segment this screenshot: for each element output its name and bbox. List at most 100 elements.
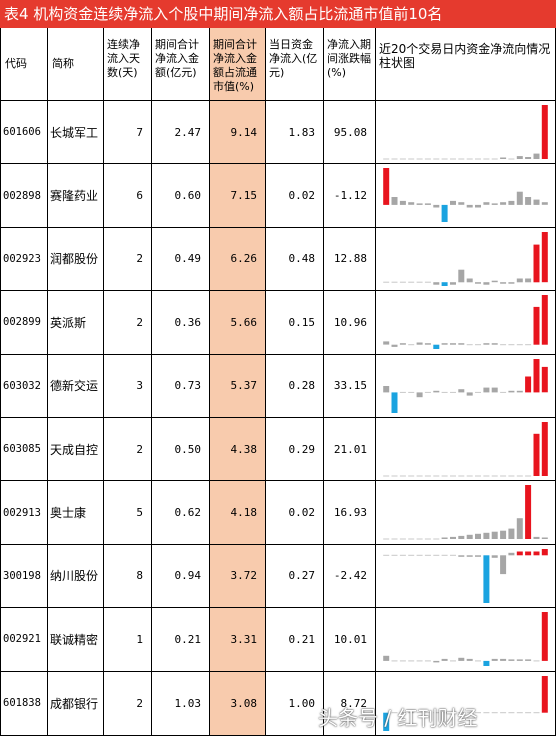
- header-code: 代码: [0, 28, 48, 101]
- flow-bar: [441, 711, 448, 713]
- flow-bar: [433, 205, 440, 208]
- flow-bar: [416, 660, 423, 662]
- flow-bar: [399, 391, 406, 393]
- flow-bar: [450, 343, 456, 345]
- cell-flow-chart: [376, 291, 556, 355]
- flow-bar: [391, 554, 398, 556]
- flow-bar: [533, 153, 540, 159]
- flow-bar: [408, 660, 415, 662]
- flow-bar: [433, 661, 440, 663]
- flow-bar: [466, 555, 473, 557]
- flow-bar: [424, 660, 431, 662]
- flow-bar-chart: [383, 295, 548, 350]
- flow-bar: [408, 344, 415, 346]
- flow-bar: [408, 711, 415, 713]
- flow-bar: [491, 158, 498, 160]
- flow-bar-chart: [383, 675, 548, 731]
- cell-name: 德新交运: [48, 354, 104, 418]
- flow-bar: [458, 657, 465, 662]
- flow-bar: [450, 158, 456, 160]
- cell-pct: 4.18: [210, 481, 266, 545]
- flow-bar: [491, 532, 498, 540]
- flow-bar: [391, 391, 398, 413]
- flow-bar: [416, 554, 423, 556]
- flow-bar: [508, 659, 515, 662]
- flow-bar: [458, 202, 465, 206]
- flow-bar: [516, 192, 523, 206]
- cell-change: -1.12: [324, 164, 376, 228]
- flow-bar: [500, 475, 507, 477]
- flow-bar: [450, 201, 456, 206]
- flow-bar: [383, 475, 390, 477]
- flow-bar-chart: [383, 548, 548, 603]
- cell-code: 002913: [0, 481, 48, 545]
- cell-name: 赛隆药业: [48, 164, 104, 228]
- flow-bar: [533, 551, 540, 556]
- flow-bar: [383, 554, 390, 556]
- cell-pct: 5.66: [210, 291, 266, 355]
- flow-bar: [533, 358, 540, 392]
- cell-days: 5: [104, 481, 152, 545]
- flow-bar: [525, 157, 532, 159]
- cell-pct: 5.37: [210, 354, 266, 418]
- cell-code: 603085: [0, 418, 48, 482]
- flow-bar: [441, 343, 448, 345]
- header-pct: 期间合计净流入金额占流通市值(%): [210, 28, 266, 101]
- flow-bar: [483, 202, 490, 206]
- flow-bar: [391, 344, 398, 348]
- flow-bar: [466, 475, 473, 477]
- cell-pct: 7.15: [210, 164, 266, 228]
- cell-name: 联诚精密: [48, 608, 104, 672]
- flow-bar: [433, 390, 440, 392]
- cell-flow-chart: [376, 227, 556, 292]
- flow-bar: [533, 307, 540, 345]
- flow-bar: [450, 537, 456, 540]
- cell-days: 2: [104, 291, 152, 355]
- cell-change: 10.01: [324, 608, 376, 672]
- flow-bar: [399, 281, 406, 283]
- flow-bar: [516, 475, 523, 477]
- flow-bar: [541, 105, 548, 159]
- flow-bar-chart: [383, 168, 548, 223]
- flow-bar: [416, 203, 423, 206]
- cell-amount: 0.21: [152, 608, 210, 672]
- cell-change: 33.15: [324, 354, 376, 418]
- flow-bar: [466, 711, 473, 713]
- flow-bar: [408, 281, 415, 283]
- flow-bar: [500, 531, 507, 540]
- flow-bar: [500, 281, 507, 284]
- flow-bar: [491, 203, 498, 206]
- flow-bar: [541, 295, 548, 345]
- flow-bar: [525, 659, 532, 662]
- flow-bar: [450, 554, 456, 556]
- flow-bar: [483, 158, 490, 160]
- flow-bar: [383, 385, 390, 392]
- cell-pct: 6.26: [210, 227, 266, 292]
- flow-bar-chart: [383, 422, 548, 477]
- cell-today: 1.83: [266, 101, 324, 165]
- flow-bar: [466, 659, 473, 662]
- flow-bar: [424, 538, 431, 540]
- flow-bar: [508, 552, 515, 556]
- cell-name: 天成自控: [48, 418, 104, 482]
- cell-pct: 3.08: [210, 671, 266, 736]
- cell-flow-chart: [376, 101, 556, 165]
- flow-bar: [383, 712, 390, 731]
- flow-bar: [416, 391, 423, 397]
- cell-days: 1: [104, 608, 152, 672]
- flow-bar: [541, 422, 548, 476]
- flow-bar: [483, 387, 490, 392]
- cell-name: 英派斯: [48, 291, 104, 355]
- flow-bar: [500, 202, 507, 206]
- flow-bar: [516, 390, 523, 392]
- cell-change: 95.08: [324, 101, 376, 165]
- flow-bar: [424, 391, 431, 393]
- flow-bar: [391, 538, 398, 540]
- cell-pct: 3.72: [210, 544, 266, 609]
- cell-days: 2: [104, 418, 152, 482]
- flow-bar: [424, 711, 431, 713]
- flow-bar: [491, 387, 498, 392]
- flow-bar: [483, 533, 490, 540]
- flow-bar: [391, 711, 398, 713]
- cell-code: 002923: [0, 227, 48, 292]
